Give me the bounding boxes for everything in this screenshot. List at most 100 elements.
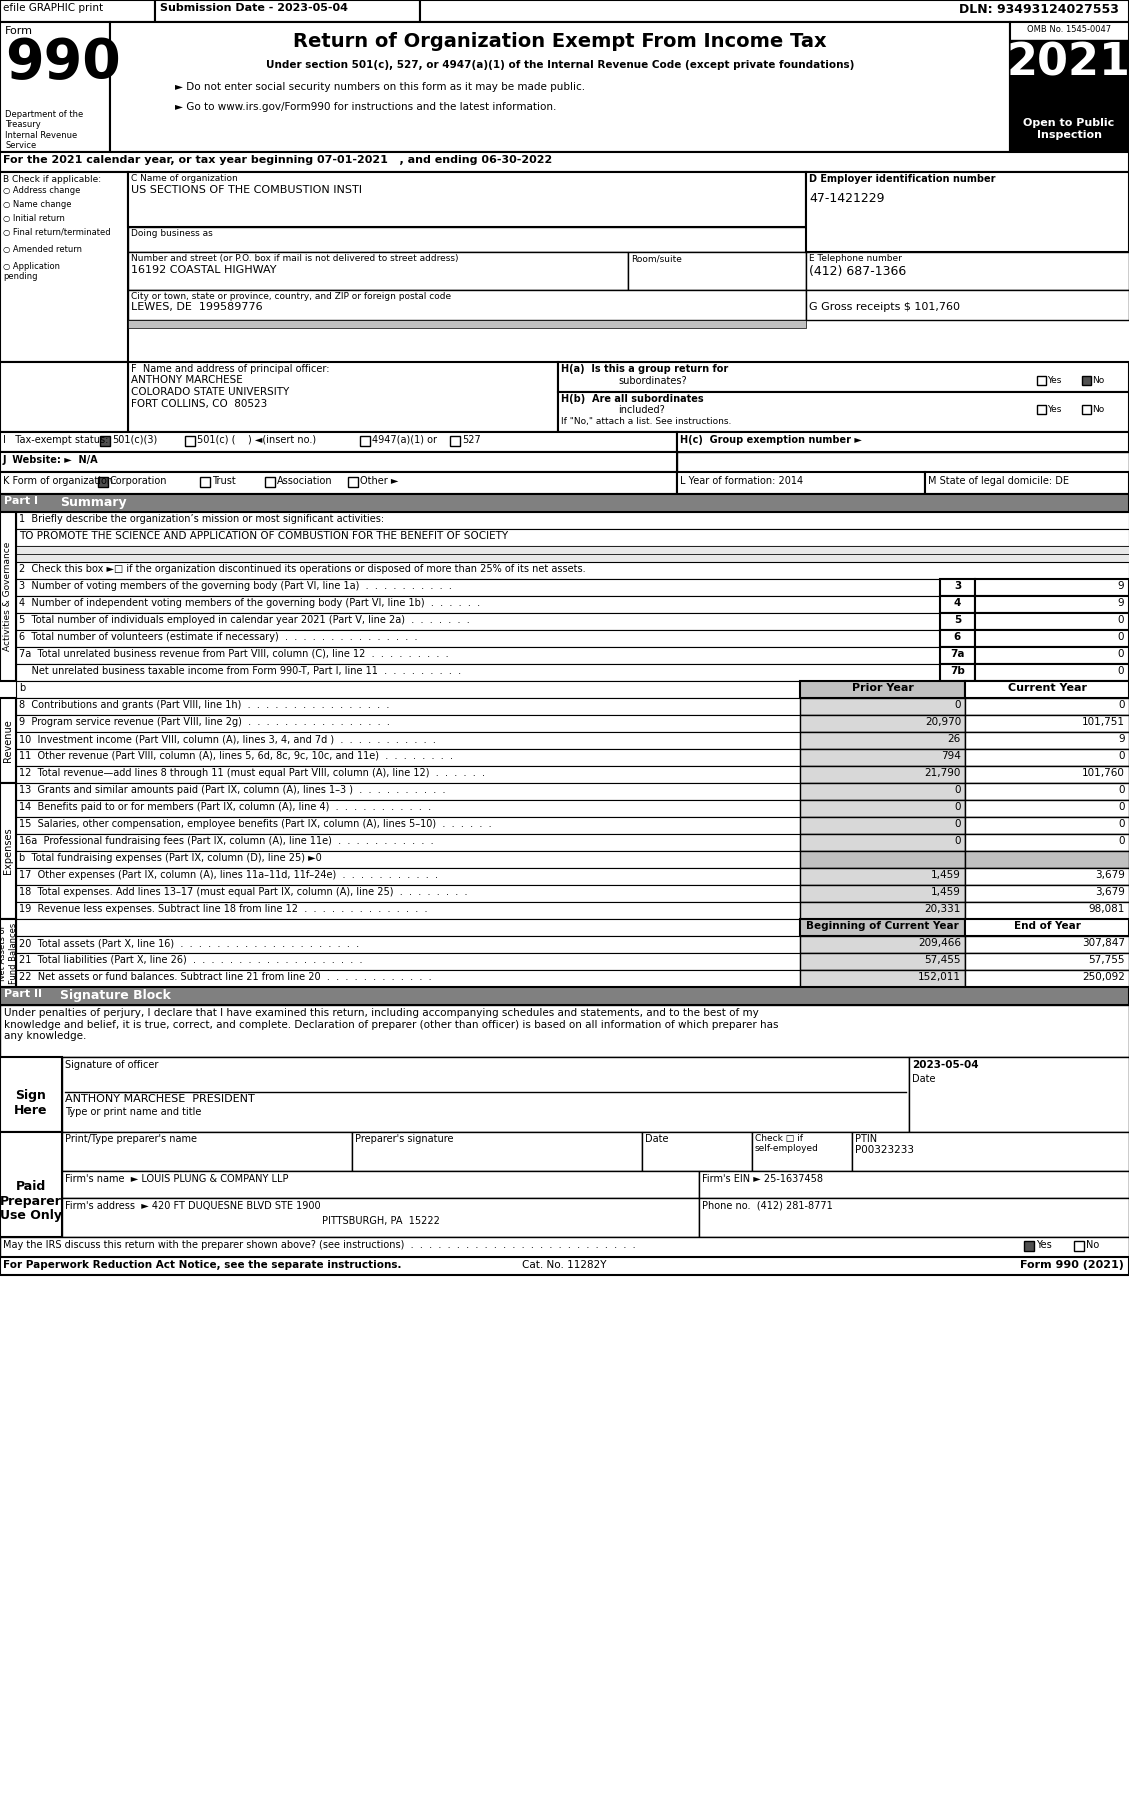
Bar xyxy=(0,363,128,432)
Bar xyxy=(62,1058,909,1132)
Bar xyxy=(752,1132,852,1172)
Bar xyxy=(558,392,1129,432)
Text: Form: Form xyxy=(5,25,33,36)
Text: Yes: Yes xyxy=(1047,375,1061,385)
Bar xyxy=(1038,405,1045,414)
Text: FORT COLLINS, CO  80523: FORT COLLINS, CO 80523 xyxy=(131,399,268,408)
Text: Doing business as: Doing business as xyxy=(131,229,212,238)
Bar xyxy=(925,472,1129,493)
Text: Print/Type preparer's name: Print/Type preparer's name xyxy=(65,1134,196,1145)
Text: 15  Salaries, other compensation, employee benefits (Part IX, column (A), lines : 15 Salaries, other compensation, employe… xyxy=(19,818,491,829)
Bar xyxy=(1038,375,1045,385)
Bar xyxy=(975,579,1129,597)
Text: 101,760: 101,760 xyxy=(1082,767,1124,778)
Text: 4  Number of independent voting members of the governing body (Part VI, line 1b): 4 Number of independent voting members o… xyxy=(19,599,480,608)
Text: 22  Net assets or fund balances. Subtract line 21 from line 20  .  .  .  .  .  .: 22 Net assets or fund balances. Subtract… xyxy=(19,972,431,981)
Text: 13  Grants and similar amounts paid (Part IX, column (A), lines 1–3 )  .  .  .  : 13 Grants and similar amounts paid (Part… xyxy=(19,785,446,795)
Text: COLORADO STATE UNIVERSITY: COLORADO STATE UNIVERSITY xyxy=(131,386,289,397)
Text: 307,847: 307,847 xyxy=(1082,938,1124,949)
Text: TO PROMOTE THE SCIENCE AND APPLICATION OF COMBUSTION FOR THE BENEFIT OF SOCIETY: TO PROMOTE THE SCIENCE AND APPLICATION O… xyxy=(19,532,508,541)
Text: 9: 9 xyxy=(1119,735,1124,744)
Text: 5  Total number of individuals employed in calendar year 2021 (Part V, line 2a) : 5 Total number of individuals employed i… xyxy=(19,615,470,626)
Bar xyxy=(16,546,1129,553)
Text: b: b xyxy=(19,684,25,693)
Bar xyxy=(16,715,800,733)
Text: H(a)  Is this a group return for: H(a) Is this a group return for xyxy=(561,365,728,374)
Bar xyxy=(98,477,108,486)
Bar xyxy=(965,869,1129,885)
Text: Under penalties of perjury, I declare that I have examined this return, includin: Under penalties of perjury, I declare th… xyxy=(5,1009,779,1041)
Text: 2021: 2021 xyxy=(1007,42,1129,85)
Text: 18  Total expenses. Add lines 13–17 (must equal Part IX, column (A), line 25)  .: 18 Total expenses. Add lines 13–17 (must… xyxy=(19,887,467,896)
Text: For the 2021 calendar year, or tax year beginning 07-01-2021   , and ending 06-3: For the 2021 calendar year, or tax year … xyxy=(3,154,552,165)
Text: 794: 794 xyxy=(942,751,961,762)
Bar xyxy=(0,493,1129,512)
Text: No: No xyxy=(1092,405,1104,414)
Text: Beginning of Current Year: Beginning of Current Year xyxy=(806,922,959,931)
Text: Revenue: Revenue xyxy=(3,718,14,762)
Bar xyxy=(909,1058,1129,1132)
Text: 16a  Professional fundraising fees (Part IX, column (A), line 11e)  .  .  .  .  : 16a Professional fundraising fees (Part … xyxy=(19,836,434,845)
Bar xyxy=(420,0,1129,22)
Text: 0: 0 xyxy=(954,802,961,813)
Bar xyxy=(16,902,800,920)
Text: subordinates?: subordinates? xyxy=(618,375,686,386)
Text: LEWES, DE  199589776: LEWES, DE 199589776 xyxy=(131,301,263,312)
Bar xyxy=(16,562,1129,579)
Text: 0: 0 xyxy=(1119,836,1124,845)
Text: 57,755: 57,755 xyxy=(1088,954,1124,965)
Text: 8  Contributions and grants (Part VIII, line 1h)  .  .  .  .  .  .  .  .  .  .  : 8 Contributions and grants (Part VIII, l… xyxy=(19,700,390,709)
Bar xyxy=(975,648,1129,664)
Text: ► Go to www.irs.gov/Form990 for instructions and the latest information.: ► Go to www.irs.gov/Form990 for instruct… xyxy=(175,102,557,112)
Bar xyxy=(16,733,800,749)
Bar xyxy=(699,1172,1129,1197)
Bar xyxy=(265,477,275,486)
Bar xyxy=(800,869,965,885)
Text: 6  Total number of volunteers (estimate if necessary)  .  .  .  .  .  .  .  .  .: 6 Total number of volunteers (estimate i… xyxy=(19,631,418,642)
Bar xyxy=(940,648,975,664)
Text: 0: 0 xyxy=(1119,802,1124,813)
Text: 20,970: 20,970 xyxy=(925,717,961,727)
Text: 14  Benefits paid to or for members (Part IX, column (A), line 4)  .  .  .  .  .: 14 Benefits paid to or for members (Part… xyxy=(19,802,431,813)
Text: Net unrelated business taxable income from Form 990-T, Part I, line 11  .  .  . : Net unrelated business taxable income fr… xyxy=(19,666,461,677)
Text: 0: 0 xyxy=(1118,615,1124,626)
Text: 11  Other revenue (Part VIII, column (A), lines 5, 6d, 8c, 9c, 10c, and 11e)  . : 11 Other revenue (Part VIII, column (A),… xyxy=(19,751,453,762)
Text: 5: 5 xyxy=(954,615,961,626)
Bar xyxy=(16,530,1129,546)
Text: 3,679: 3,679 xyxy=(1095,887,1124,896)
Text: Yes: Yes xyxy=(1047,405,1061,414)
Text: B Check if applicable:: B Check if applicable: xyxy=(3,174,102,183)
Bar xyxy=(16,597,940,613)
Text: Preparer's signature: Preparer's signature xyxy=(355,1134,454,1145)
Text: Corporation: Corporation xyxy=(110,475,167,486)
Text: ○ Name change: ○ Name change xyxy=(3,200,71,209)
Bar xyxy=(0,452,677,472)
Bar xyxy=(800,952,965,970)
Text: 7a  Total unrelated business revenue from Part VIII, column (C), line 12  .  .  : 7a Total unrelated business revenue from… xyxy=(19,649,448,658)
Text: Sign
Here: Sign Here xyxy=(15,1090,47,1117)
Bar xyxy=(965,936,1129,952)
Bar xyxy=(16,512,1129,530)
Text: 10  Investment income (Part VIII, column (A), lines 3, 4, and 7d )  .  .  .  .  : 10 Investment income (Part VIII, column … xyxy=(19,735,436,744)
Bar xyxy=(975,613,1129,629)
Text: Form 990 (2021): Form 990 (2021) xyxy=(1021,1261,1124,1270)
Text: 57,455: 57,455 xyxy=(925,954,961,965)
Bar xyxy=(800,816,965,834)
Text: US SECTIONS OF THE COMBUSTION INSTI: US SECTIONS OF THE COMBUSTION INSTI xyxy=(131,185,362,194)
Text: I   Tax-exempt status:: I Tax-exempt status: xyxy=(3,435,108,444)
Bar xyxy=(62,1172,699,1197)
Text: 0: 0 xyxy=(954,785,961,795)
Bar xyxy=(16,869,800,885)
Text: 1,459: 1,459 xyxy=(931,887,961,896)
Text: 209,466: 209,466 xyxy=(918,938,961,949)
Bar xyxy=(16,553,1129,562)
Bar xyxy=(128,172,806,227)
Bar xyxy=(16,952,800,970)
Bar xyxy=(16,920,800,936)
Bar xyxy=(0,152,1129,172)
Text: End of Year: End of Year xyxy=(1014,922,1080,931)
Text: PITTSBURGH, PA  15222: PITTSBURGH, PA 15222 xyxy=(322,1215,439,1226)
Text: G Gross receipts $ 101,760: G Gross receipts $ 101,760 xyxy=(809,301,960,312)
Bar xyxy=(16,698,800,715)
Bar xyxy=(185,435,195,446)
